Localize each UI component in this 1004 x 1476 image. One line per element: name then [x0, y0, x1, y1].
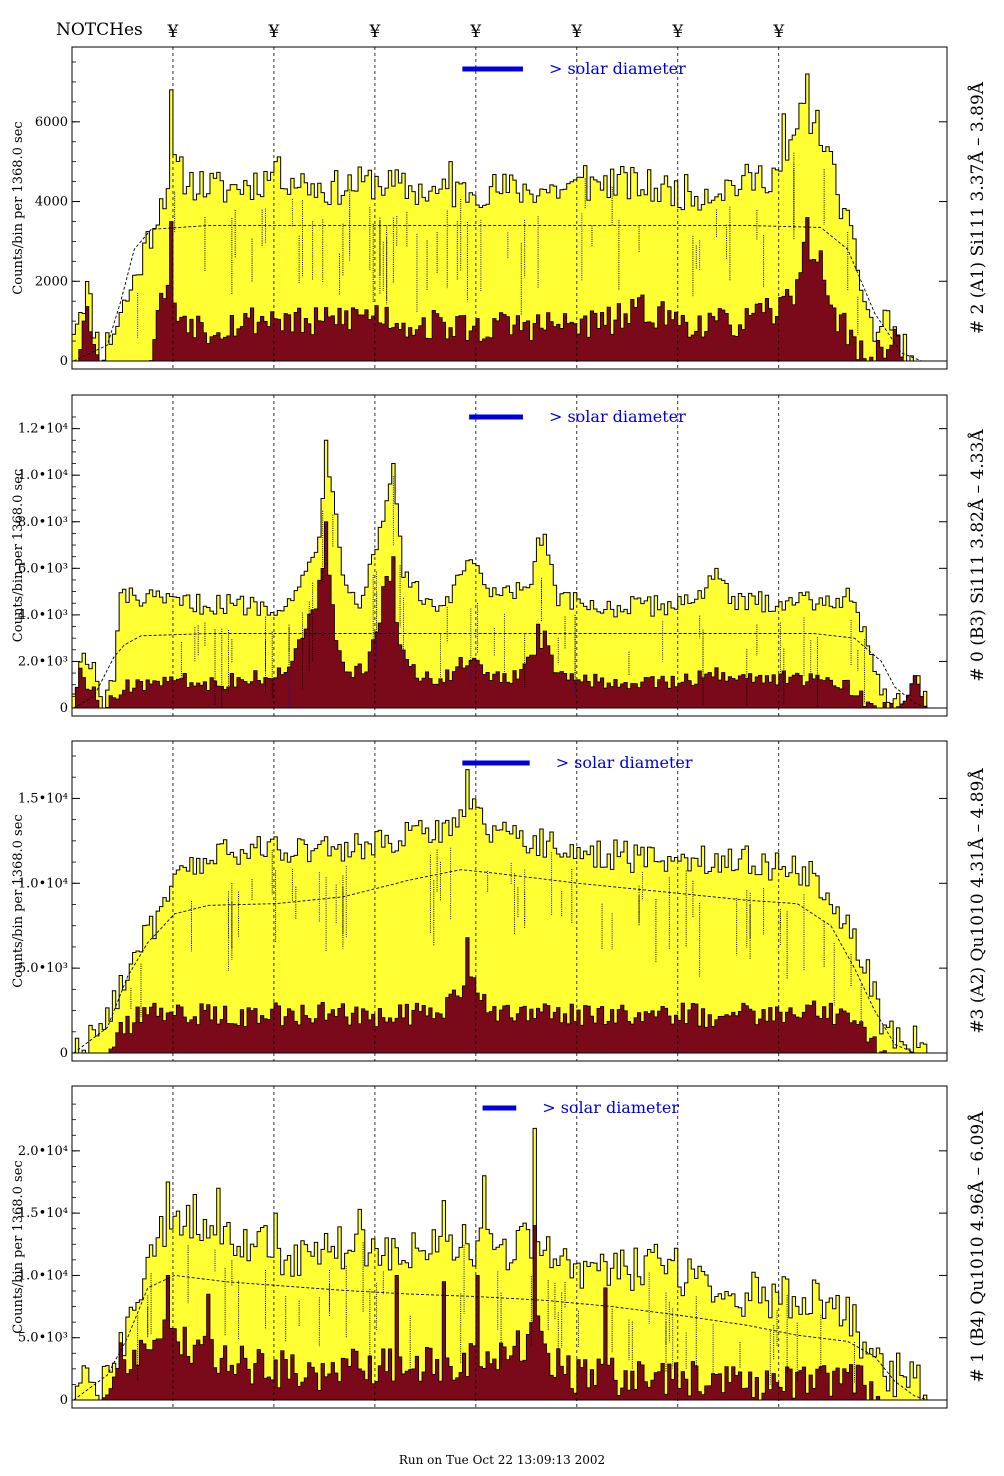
notch-marker: ¥ — [268, 22, 280, 42]
y-tick-label: 8.0•10³ — [18, 515, 68, 530]
total-counts-area — [72, 1127, 947, 1401]
y-tick-label: 5.0•10³ — [18, 961, 68, 976]
y-tick-label: 0 — [60, 701, 68, 716]
notch-marker: ¥ — [469, 22, 481, 42]
panel-4: > solar diameter 0 5.0•10³ 1.0•10⁴ 1.5•10⁴ 2.… — [11, 1085, 988, 1409]
notches-label: NOTCHes — [56, 20, 143, 40]
panel-2: > solar diameter 0 2.0•10³ 4.0•10³ 6.0•10³ 8.… — [11, 394, 988, 717]
panel-1: > solar diameter 0 2000 4000 6000 Counts/bin … — [11, 46, 988, 370]
run-timestamp: Run on Tue Oct 22 13:09:13 2002 — [398, 1453, 606, 1467]
subset-counts-area — [72, 937, 947, 1054]
y-axis-label: Counts/bin per 1368.0 sec — [11, 814, 26, 987]
solar-diameter-label: > solar diameter — [542, 1098, 679, 1117]
panel-label: # 1 (B4) Qu1010 4.96Å – 6.09Å — [967, 1111, 988, 1383]
y-tick-label: 1.5•10⁴ — [18, 791, 68, 806]
solar-diameter-label: > solar diameter — [556, 753, 693, 772]
panel-label: # 0 (B3) Si111 3.82Å – 4.33Å — [967, 429, 988, 682]
y-tick-label: 2.0•10³ — [18, 654, 68, 669]
notch-marker: ¥ — [167, 22, 179, 42]
y-tick-label: 2.0•10⁴ — [18, 1144, 68, 1159]
total-counts-area — [71, 439, 947, 709]
model-curve — [73, 869, 946, 1054]
y-axis-label: Counts/bin per 1368.0 sec — [11, 469, 26, 642]
notch-marker: ¥ — [772, 22, 784, 42]
y-tick-label: 0 — [60, 1393, 68, 1408]
y-tick-label: 2000 — [35, 274, 68, 289]
y-tick-label: 1.0•10⁴ — [18, 468, 68, 483]
y-tick-label: 4.0•10³ — [18, 608, 68, 623]
y-axis-label: Counts/bin per 1368.0 sec — [11, 1160, 26, 1333]
subset-counts-area — [72, 217, 947, 362]
model-curve — [73, 1274, 946, 1401]
y-tick-label: 0 — [60, 354, 68, 369]
y-tick-label: 6000 — [35, 115, 68, 130]
subset-counts-area — [72, 521, 947, 709]
solar-diameter-label: > solar diameter — [549, 407, 686, 426]
y-tick-label: 1.2•10⁴ — [18, 422, 68, 437]
subset-counts-area — [72, 1225, 947, 1401]
y-tick-label: 6.0•10³ — [18, 561, 68, 576]
panel-label: # 2 (A1) Si111 3.37Å – 3.89Å — [967, 81, 988, 334]
y-tick-label: 1.5•10⁴ — [18, 1206, 68, 1221]
y-tick-label: 1.0•10⁴ — [18, 876, 68, 891]
solar-diameter-label: > solar diameter — [549, 59, 686, 78]
y-tick-label: 4000 — [35, 195, 68, 210]
panel-3: > solar diameter 0 5.0•10³ 1.0•10⁴ 1.5•10⁴ Co… — [11, 740, 988, 1062]
y-tick-label: 5.0•10³ — [18, 1331, 68, 1346]
total-counts-area — [71, 73, 947, 362]
model-curve — [73, 225, 946, 362]
y-axis-label: Counts/bin per 1368.0 sec — [11, 121, 26, 294]
notch-marker: ¥ — [570, 22, 582, 42]
total-counts-area — [72, 769, 947, 1054]
model-curve — [73, 633, 946, 709]
notch-marker: ¥ — [671, 22, 683, 42]
panel-label: #3 (A2) Qu1010 4.31Å – 4.89Å — [967, 768, 988, 1034]
y-tick-label: 0 — [60, 1046, 68, 1061]
notch-marker: ¥ — [368, 22, 380, 42]
y-tick-label: 1.0•10⁴ — [18, 1268, 68, 1283]
